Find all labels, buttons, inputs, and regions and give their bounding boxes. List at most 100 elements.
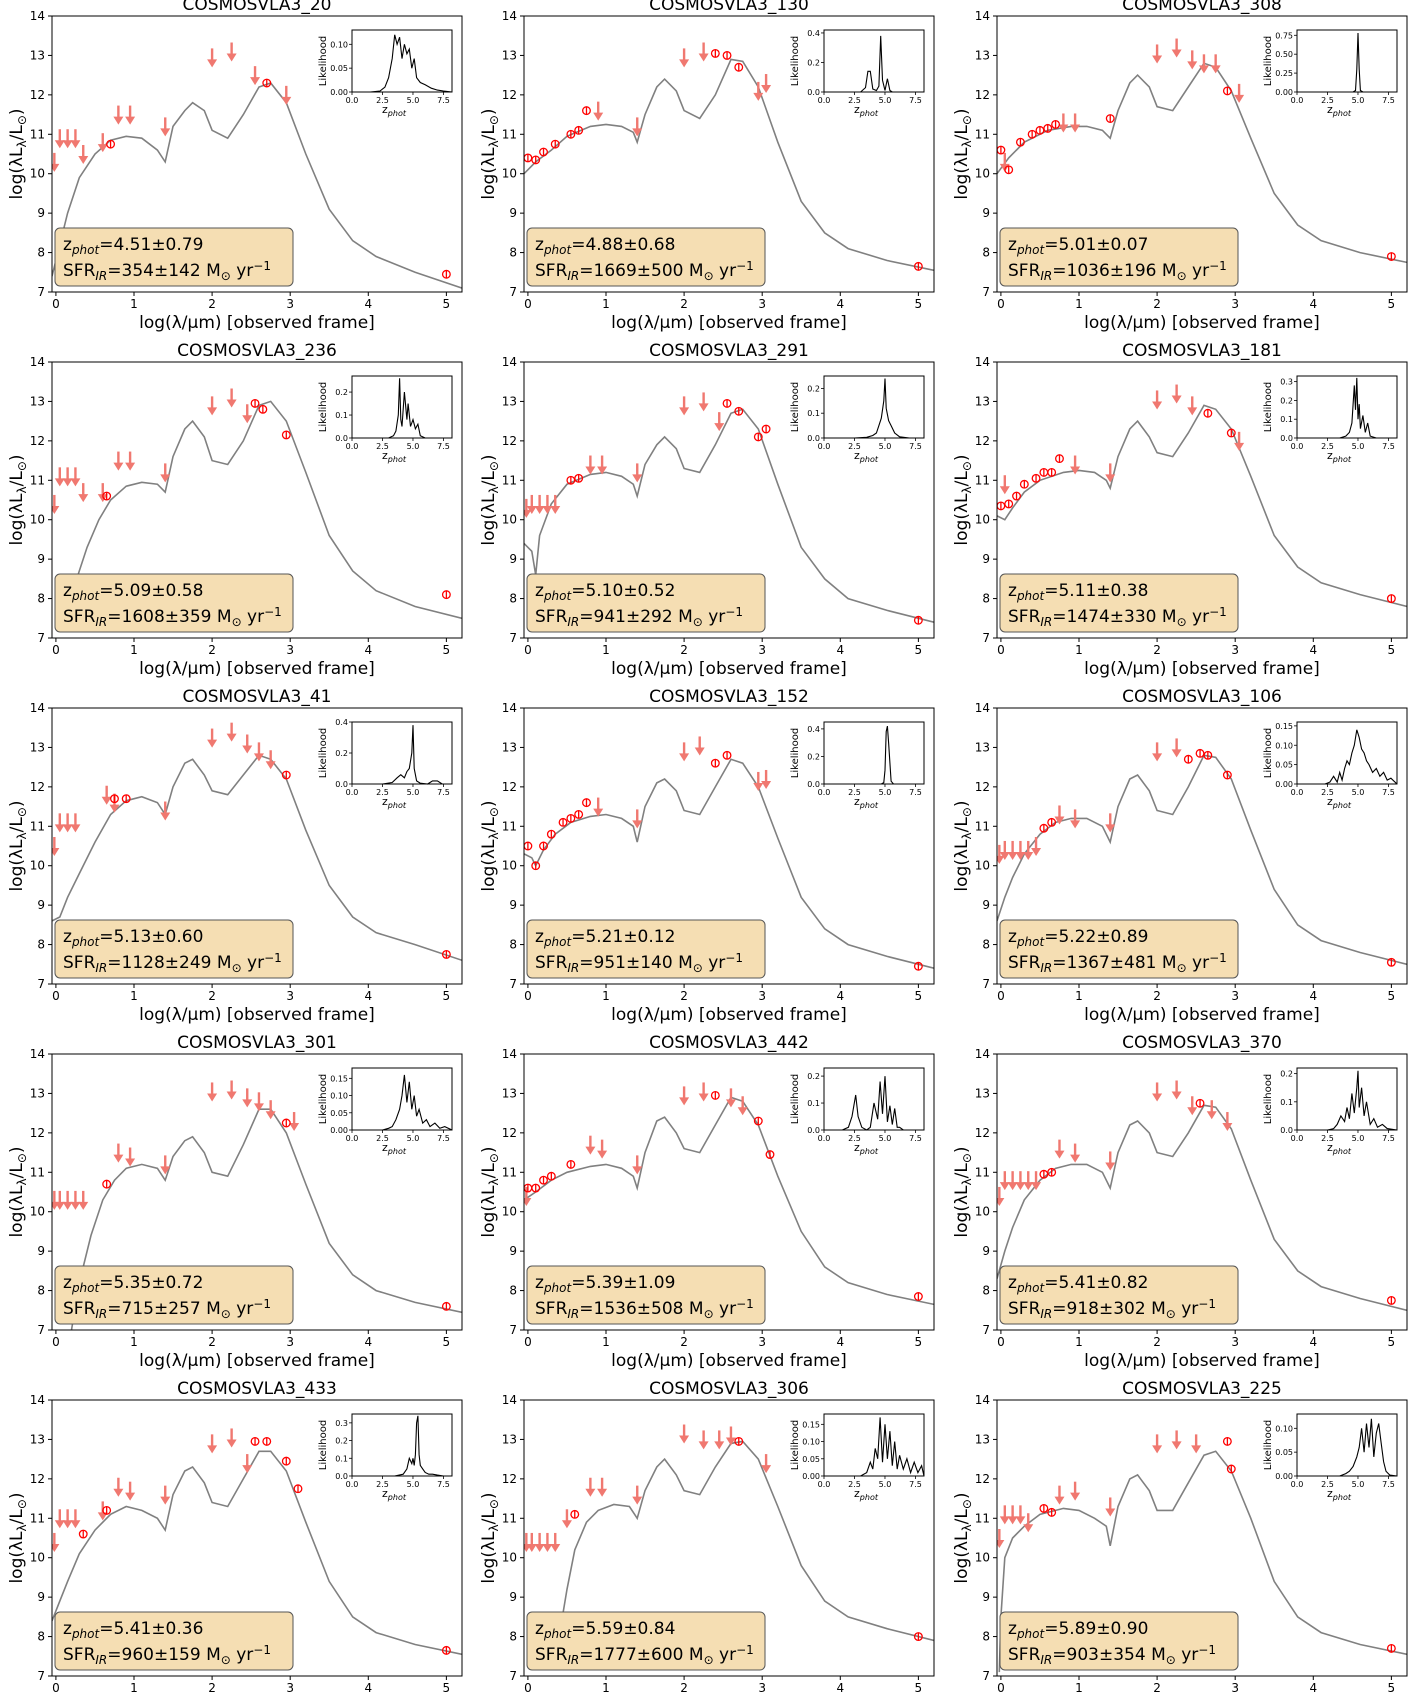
inset-y-tick-label: 0.1	[1280, 1098, 1293, 1107]
upper-limit-arrow	[1152, 44, 1163, 64]
upper-limit-arrow	[1171, 38, 1182, 58]
photometry-point	[262, 1436, 272, 1446]
panel-title: COSMOSVLA3_370	[1122, 1033, 1282, 1053]
y-tick-label: 13	[975, 740, 990, 754]
upper-limit-arrow	[78, 1190, 89, 1210]
upper-limit-arrow	[1058, 113, 1069, 133]
photometry-point	[531, 861, 541, 871]
x-tick-label: 4	[836, 643, 844, 657]
inset-x-label: zphot	[854, 449, 879, 464]
inset-y-label: Likelihood	[790, 382, 801, 432]
upper-limit-arrow	[542, 1532, 553, 1552]
inset-y-tick-label: 0.2	[1280, 396, 1293, 405]
inset-y-tick-label: 0.00	[802, 1472, 820, 1481]
inset-x-label: zphot	[382, 449, 407, 464]
upper-limit-arrow	[526, 494, 537, 514]
upper-limit-arrow	[585, 455, 596, 475]
y-tick-label: 8	[37, 246, 45, 260]
info-box	[999, 919, 1239, 979]
y-tick-label: 12	[502, 1472, 517, 1486]
upper-limit-arrow	[534, 494, 545, 514]
inset-x-tick-label: 7.5	[1382, 442, 1395, 451]
info-box	[526, 573, 766, 633]
x-tick-label: 4	[1309, 1681, 1317, 1695]
upper-limit-arrow	[62, 813, 73, 833]
likelihood-curve	[1297, 32, 1397, 93]
axes-frame	[996, 1053, 1408, 1331]
x-tick-label: 0	[997, 297, 1005, 311]
upper-limit-arrow	[160, 1485, 171, 1505]
inset-y-tick-label: 0.2	[335, 388, 348, 397]
likelihood-inset: 0.0 2.5 5.0 7.5 0.0 0.1 0.2 0.3 Likelihood zphot	[1263, 375, 1398, 464]
upper-limit-arrow	[679, 742, 690, 762]
x-tick-label: 3	[286, 989, 294, 1003]
photometry-point	[1105, 114, 1115, 123]
y-tick-label: 10	[502, 1205, 517, 1219]
photometry-point	[913, 961, 923, 971]
x-tick-label: 5	[443, 1335, 451, 1349]
upper-limit-arrow	[1152, 742, 1163, 762]
x-tick-label: 4	[1309, 989, 1317, 1003]
inset-frame	[1296, 1413, 1398, 1477]
x-tick-label: 1	[602, 1335, 610, 1349]
axes-frame	[51, 1053, 463, 1331]
x-tick-label: 5	[1388, 989, 1396, 1003]
y-tick-label: 13	[975, 48, 990, 62]
panel-title: COSMOSVLA3_181	[1122, 341, 1282, 361]
photometry-point	[570, 1509, 580, 1519]
x-tick-label: 4	[364, 643, 372, 657]
photometry-point	[1222, 770, 1232, 780]
photometry-point	[281, 430, 291, 440]
inset-frame	[823, 1067, 925, 1131]
y-axis-label: log(λLλ/L⊙)	[952, 1146, 974, 1237]
upper-limit-arrow	[125, 1481, 136, 1501]
x-tick-label: 0	[52, 1335, 60, 1349]
photometry-point	[1226, 1464, 1236, 1474]
axes-frame	[51, 707, 463, 985]
y-tick-label: 14	[502, 701, 517, 715]
photometry-point	[281, 1118, 291, 1128]
upper-limit-arrow	[1187, 50, 1198, 70]
y-tick-label: 9	[37, 898, 45, 912]
sfr-label: SFRIR=1474±330 M⊙ yr−1	[1008, 605, 1227, 629]
y-tick-label: 13	[30, 48, 45, 62]
axes-frame	[996, 15, 1408, 293]
photometry-point	[765, 1150, 775, 1159]
x-tick-label: 1	[130, 643, 138, 657]
likelihood-curve	[352, 34, 453, 93]
photometry-point	[913, 615, 923, 625]
sed-model-curve	[52, 82, 462, 289]
y-tick-label: 13	[30, 1432, 45, 1446]
photometry-point	[582, 106, 591, 116]
y-tick-label: 7	[509, 285, 517, 299]
photometry-point	[546, 829, 556, 839]
upper-limit-arrow	[1023, 1513, 1034, 1533]
likelihood-curve	[352, 725, 452, 785]
inset-x-tick-label: 0.0	[346, 1480, 359, 1489]
axes-frame	[51, 361, 463, 639]
y-tick-label: 7	[509, 1669, 517, 1683]
photometry-point	[78, 1529, 88, 1539]
y-tick-label: 8	[982, 938, 990, 952]
inset-y-label: Likelihood	[790, 1420, 801, 1470]
x-tick-label: 4	[836, 989, 844, 1003]
x-tick-label: 0	[52, 297, 60, 311]
y-axis-label: log(λLλ/L⊙)	[7, 454, 29, 545]
info-box	[999, 573, 1239, 633]
y-tick-label: 10	[502, 859, 517, 873]
likelihood-curve	[1297, 1070, 1398, 1131]
x-tick-label: 2	[680, 1335, 688, 1349]
upper-limit-arrow	[207, 1082, 218, 1102]
upper-limit-arrow	[207, 48, 218, 68]
photometry-point	[913, 261, 923, 271]
x-axis-label: log(λ/μm) [observed frame]	[611, 313, 847, 333]
y-tick-label: 14	[502, 1047, 517, 1061]
inset-y-tick-label: 0.3	[335, 1419, 348, 1428]
upper-limit-arrow	[160, 801, 171, 821]
inset-x-tick-label: 5.0	[879, 1134, 892, 1143]
x-tick-label: 3	[1231, 643, 1239, 657]
